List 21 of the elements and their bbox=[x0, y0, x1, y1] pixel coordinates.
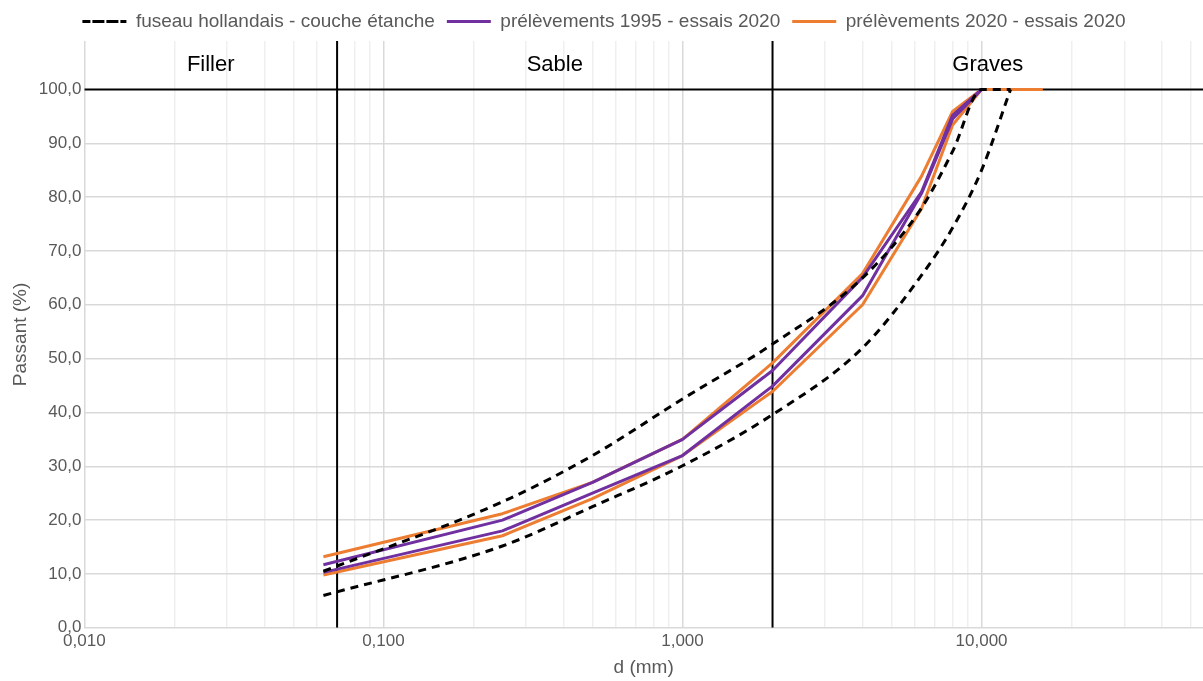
legend-label: prélèvements 1995 - essais 2020 bbox=[500, 9, 781, 31]
annotation: Filler bbox=[186, 51, 235, 77]
annotation: Sable bbox=[526, 51, 583, 77]
legend-label: fuseau hollandais - couche étanche bbox=[135, 9, 435, 31]
y-tick-label: 20,0 bbox=[48, 509, 82, 529]
legend-label: prélèvements 2020 - essais 2020 bbox=[845, 9, 1126, 31]
y-tick-label: 10,0 bbox=[48, 563, 82, 583]
y-tick-label: 100,0 bbox=[38, 79, 82, 99]
y-tick-label: 50,0 bbox=[48, 348, 82, 368]
annotation: Graves bbox=[952, 51, 1024, 77]
y-tick-label: 30,0 bbox=[48, 455, 82, 475]
y-tick-label: 40,0 bbox=[48, 402, 82, 422]
x-tick-label: 10,000 bbox=[955, 630, 1008, 650]
x-tick-label: 0,100 bbox=[362, 630, 405, 650]
y-tick-label: 80,0 bbox=[48, 186, 82, 206]
y-tick-label: 90,0 bbox=[48, 132, 82, 152]
x-tick-label: 1,000 bbox=[661, 630, 704, 650]
x-axis-title: d (mm) bbox=[613, 655, 674, 677]
y-tick-label: 60,0 bbox=[48, 294, 82, 314]
y-tick-label: 70,0 bbox=[48, 240, 82, 260]
y-axis-title: Passant (%) bbox=[8, 282, 30, 387]
